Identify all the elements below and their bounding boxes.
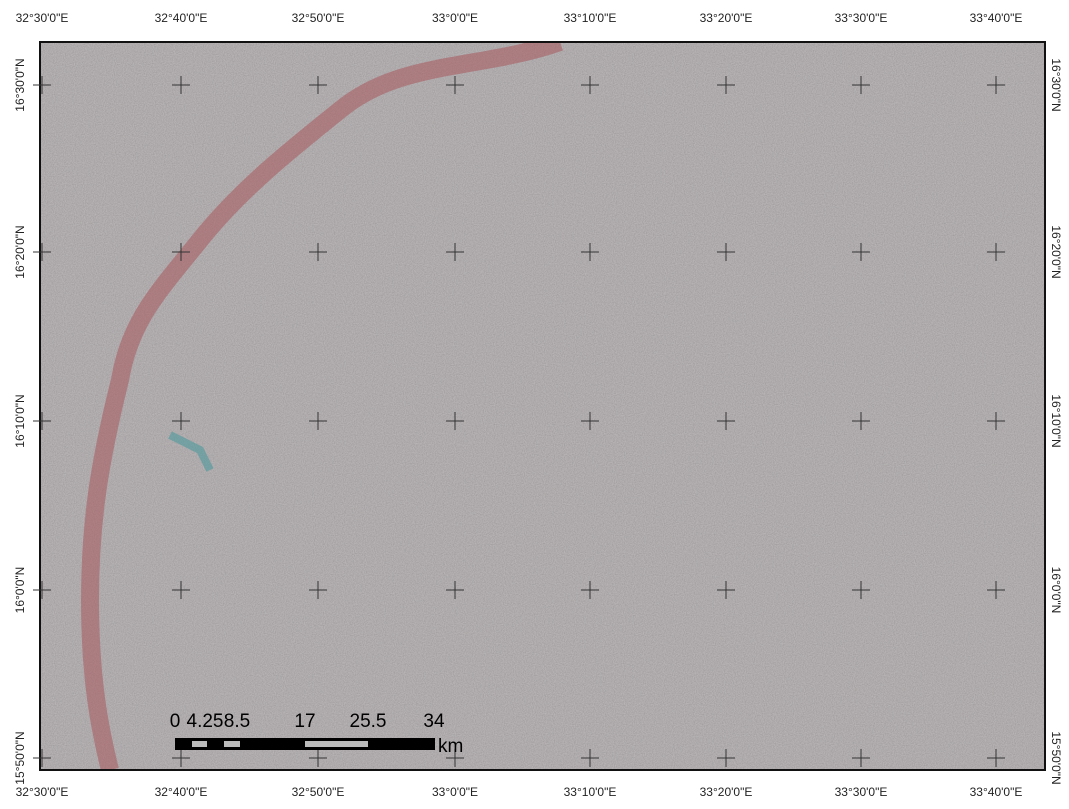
bottom-label: 33°40'0"E <box>970 785 1023 799</box>
scale-label: 25.5 <box>350 711 387 732</box>
scale-bar-segment <box>224 741 240 747</box>
bottom-label: 32°50'0"E <box>292 785 345 799</box>
top-label: 33°40'0"E <box>970 11 1023 25</box>
scale-label: 4.25 <box>187 711 224 732</box>
scale-label: 34 <box>423 711 445 732</box>
bottom-label: 32°40'0"E <box>155 785 208 799</box>
raster <box>40 42 1045 770</box>
bottom-label: 32°30'0"E <box>16 785 69 799</box>
scale-bar-segment <box>192 741 207 747</box>
top-label: 32°30'0"E <box>16 11 69 25</box>
right-label: 16°30'0"N <box>1049 58 1063 111</box>
map: 0 4.258.5 17 25.5 34 km 32°30'0"E 32°40'0"E 32°… <box>0 0 1069 804</box>
top-label: 33°10'0"E <box>564 11 617 25</box>
raster-noise <box>40 42 1045 770</box>
top-label: 32°40'0"E <box>155 11 208 25</box>
bottom-label: 33°10'0"E <box>564 785 617 799</box>
scale-label: 17 <box>294 711 315 732</box>
left-label: 16°20'0"N <box>13 225 27 278</box>
top-label: 32°50'0"E <box>292 11 345 25</box>
left-label: 16°0'0"N <box>13 567 27 614</box>
scale-bar-segment <box>305 741 368 747</box>
bottom-label: 33°30'0"E <box>835 785 888 799</box>
scale-label: 0 <box>170 711 181 732</box>
left-label: 16°10'0"N <box>13 394 27 447</box>
bottom-label: 33°20'0"E <box>700 785 753 799</box>
right-label: 16°10'0"N <box>1049 394 1063 447</box>
top-label: 33°0'0"E <box>432 11 478 25</box>
left-label: 16°30'0"N <box>13 58 27 111</box>
bottom-label: 33°0'0"E <box>432 785 478 799</box>
left-label: 15°50'0"N <box>13 731 27 784</box>
right-label: 16°20'0"N <box>1049 225 1063 278</box>
page: 0 4.258.5 17 25.5 34 km 32°30'0"E 32°40'0"E 32°… <box>0 0 1069 804</box>
right-label: 15°50'0"N <box>1049 731 1063 784</box>
scale-unit: km <box>438 736 463 757</box>
top-label: 33°20'0"E <box>700 11 753 25</box>
top-label: 33°30'0"E <box>835 11 888 25</box>
scale-label: 8.5 <box>224 711 250 732</box>
right-label: 16°0'0"N <box>1049 567 1063 614</box>
